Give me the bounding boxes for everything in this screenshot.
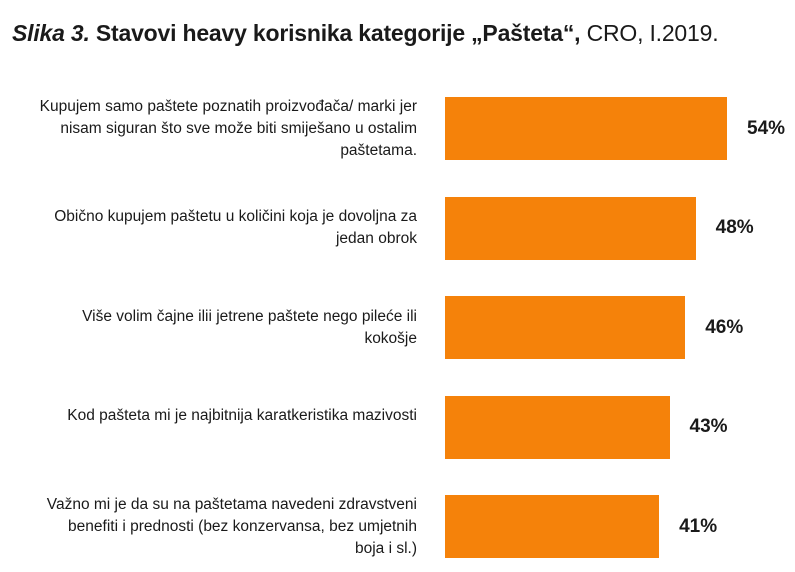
title-main: Stavovi heavy korisnika kategorije „Pašt… [95,20,581,46]
title-region-date: CRO, I.2019. [586,20,719,46]
bar-3 [445,296,686,359]
category-label-4: Kod pašteta mi je najbitnija karatkerist… [67,407,417,424]
bar-5 [445,495,660,558]
bar-2 [445,196,696,260]
category-label-5: Važno mi je da su na paštetama navedeni … [46,495,417,557]
value-label-3: 46% [705,316,744,338]
value-label-1: 54% [747,117,786,139]
bar-4 [445,395,670,459]
category-label-3: Više volim čajne ilii jetrene paštete ne… [82,307,417,347]
category-label-2: Obično kupujem paštetu u količini koja j… [54,208,417,247]
chart-title: Slika 3. Stavovi heavy korisnika kategor… [12,20,719,47]
category-label-1: Kupujem samo paštete poznatih proizvođač… [39,97,417,159]
value-label-5: 41% [679,515,718,537]
value-label-4: 43% [689,416,728,437]
bar-1 [445,97,727,160]
figure-number: Slika 3. [12,20,90,46]
value-label-2: 48% [715,217,754,238]
